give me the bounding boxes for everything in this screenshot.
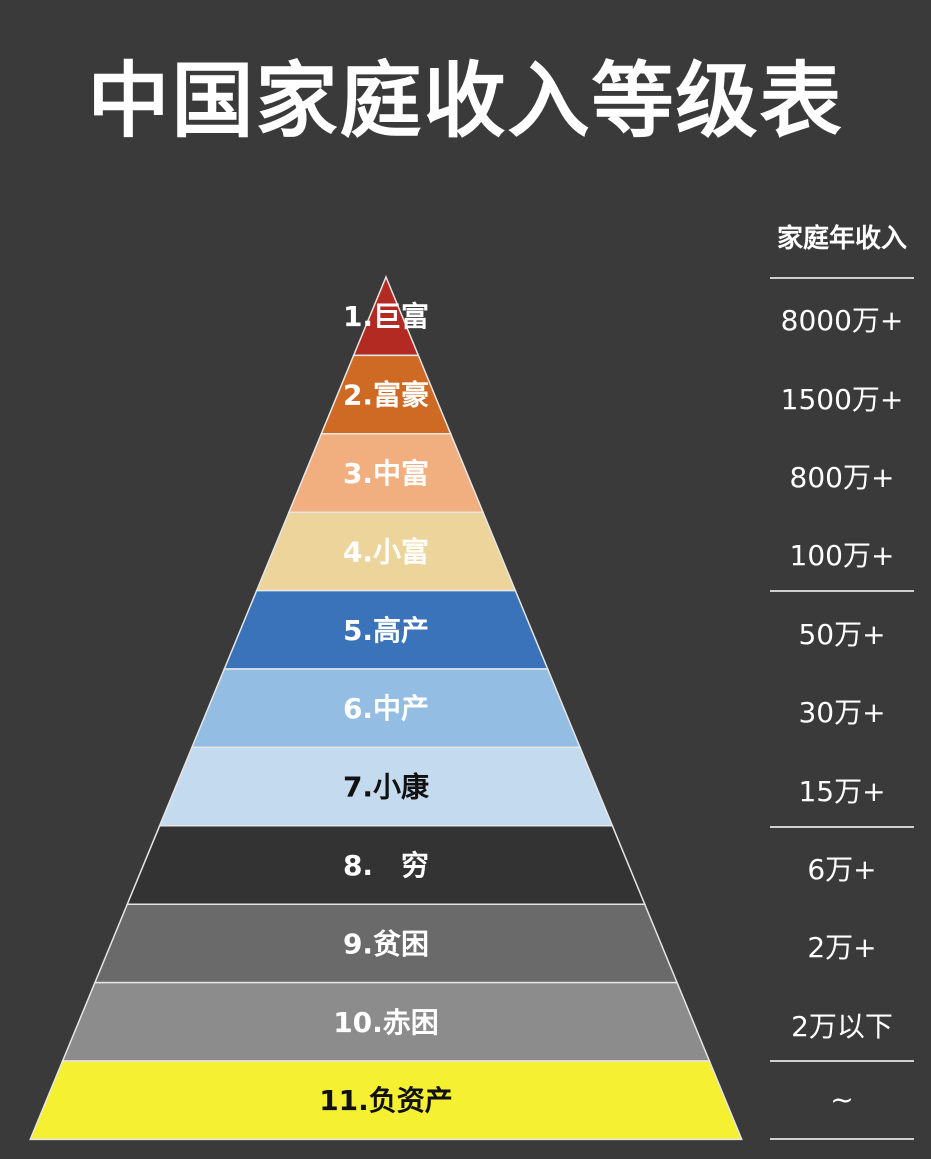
income-value-4: 100万+: [789, 539, 895, 573]
income-value-7: 15万+: [798, 774, 886, 808]
income-separator-5: [770, 1138, 914, 1140]
income-value-5: 50万+: [798, 617, 886, 651]
tier-label-5: 5.高产: [343, 614, 429, 647]
income-value-8: 6万+: [807, 853, 877, 886]
income-value-2: 1500万+: [780, 382, 904, 416]
tier-label-3: 3.中富: [343, 457, 429, 490]
tier-label-4: 4.小富: [343, 535, 429, 568]
income-value-3: 800万+: [789, 461, 895, 494]
income-separator-1: [770, 277, 914, 279]
tier-label-8: 8. 穷: [343, 849, 429, 882]
tier-label-6: 6.中产: [343, 692, 429, 725]
income-separator-3: [770, 826, 914, 828]
tier-label-2: 2.富豪: [343, 379, 429, 412]
tier-label-7: 7.小康: [343, 771, 430, 804]
page-title: 中国家庭收入等级表: [87, 54, 844, 149]
income-separator-2: [770, 590, 914, 592]
income-value-1: 8000万+: [780, 304, 904, 338]
income-value-10: 2万以下: [791, 1009, 893, 1043]
tier-label-1: 1.巨富: [343, 300, 429, 333]
tier-label-9: 9.贫困: [343, 927, 429, 960]
income-value-9: 2万+: [807, 931, 877, 965]
income-value-11: ~: [830, 1083, 854, 1117]
income-separator-4: [770, 1060, 914, 1062]
tier-label-10: 10.赤困: [333, 1006, 439, 1039]
pyramid-tier-11: [29, 1060, 743, 1141]
tier-label-11: 11.负资产: [319, 1084, 453, 1117]
income-column-header: 家庭年收入: [776, 224, 907, 254]
income-value-6: 30万+: [798, 696, 886, 730]
